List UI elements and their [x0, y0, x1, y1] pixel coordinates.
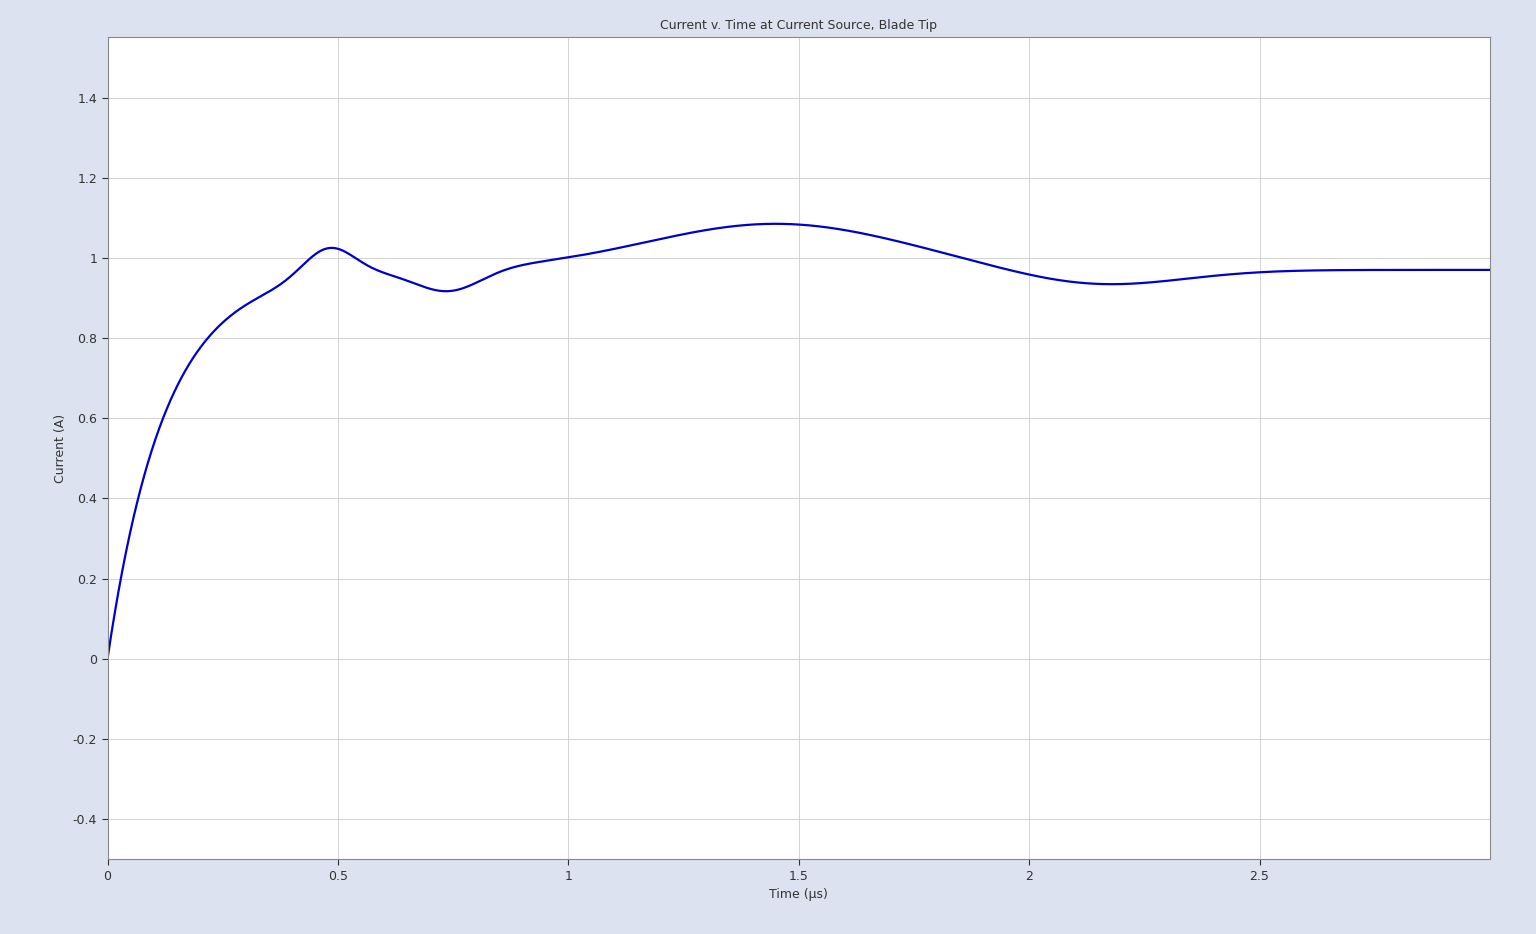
Y-axis label: Current (A): Current (A) — [54, 414, 68, 483]
X-axis label: Time (μs): Time (μs) — [770, 888, 828, 901]
Title: Current v. Time at Current Source, Blade Tip: Current v. Time at Current Source, Blade… — [660, 19, 937, 32]
